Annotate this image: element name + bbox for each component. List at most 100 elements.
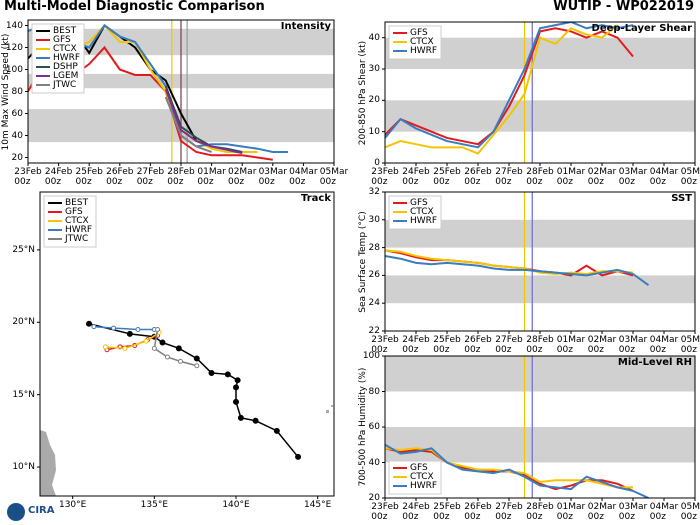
- y-tick-label: 22: [368, 326, 380, 336]
- x-tick-label: 04Mar 00z: [289, 167, 318, 187]
- series-line: [164, 88, 243, 155]
- legend-label: BEST: [65, 198, 89, 208]
- track-line: [93, 325, 155, 331]
- y-tick-label: 24: [368, 298, 380, 309]
- y-tick-label: 10: [368, 126, 380, 137]
- x-tick-label: 28Feb 00z: [167, 167, 195, 187]
- x-tick-label: 135°E: [140, 500, 169, 510]
- legend-label: HWRF: [53, 53, 81, 63]
- legend-label: CTCX: [410, 207, 434, 217]
- x-tick-label: 04Mar 00z: [649, 335, 679, 355]
- x-tick-label: 25Feb 00z: [433, 335, 461, 355]
- x-tick-label: 05Mar 00z: [680, 167, 700, 187]
- x-tick-label: 05Mar 00z: [680, 335, 700, 355]
- x-tick-label: 23Feb 00z: [371, 502, 399, 522]
- x-tick-label: 26Feb 00z: [464, 502, 492, 522]
- plot-frame: [384, 21, 696, 164]
- track-point: [86, 320, 92, 327]
- legend-label: CTCX: [410, 472, 434, 482]
- y-tick-label: 100: [5, 64, 23, 75]
- x-tick-label: 24Feb 00z: [44, 167, 73, 187]
- x-tick-label: 03Mar 00z: [618, 502, 648, 522]
- y-tick-label: 100: [362, 351, 380, 361]
- y-tick-label: 60: [368, 422, 380, 432]
- legend-label: HWRF: [65, 225, 93, 235]
- x-tick-label: 04Mar 00z: [649, 502, 679, 522]
- track-point: [177, 358, 183, 364]
- legend-label: GFS: [410, 198, 428, 208]
- legend-label: DSHP: [53, 62, 78, 72]
- y-tick-label: 40: [11, 130, 23, 141]
- x-tick-label: 26Feb 00z: [106, 167, 134, 187]
- logo-text: CIRA: [28, 505, 55, 516]
- y-axis-label: Sea Surface Temp (°C): [358, 210, 368, 313]
- x-tick-label: 03Mar 00z: [258, 167, 288, 187]
- panel-title: Deep-Layer Shear: [591, 23, 692, 34]
- x-tick-label: 28Feb 00z: [526, 335, 554, 355]
- y-tick-label: 120: [5, 42, 23, 53]
- x-tick-label: 130°E: [58, 500, 87, 510]
- x-tick-label: 26Feb 00z: [464, 335, 492, 355]
- legend-label: CTCX: [53, 44, 77, 54]
- land: [331, 405, 333, 407]
- x-tick-label: 03Mar 00z: [618, 335, 648, 355]
- panel-title: Mid-Level RH: [617, 357, 692, 368]
- shaded-band: [385, 427, 695, 463]
- shaded-band: [385, 100, 695, 132]
- land: [326, 410, 329, 413]
- y-tick-label: 40: [368, 457, 380, 468]
- x-tick-label: 01Mar 00z: [556, 167, 586, 187]
- y-tick-label: 140: [5, 20, 23, 31]
- track-point: [252, 417, 259, 424]
- x-tick-label: 23Feb 00z: [14, 167, 42, 187]
- shaded-band: [385, 356, 695, 392]
- series-line: [385, 254, 650, 286]
- x-tick-label: 23Feb 00z: [371, 167, 399, 187]
- y-tick-label: 30: [368, 214, 380, 225]
- y-tick-label: 10°N: [12, 462, 35, 473]
- storm-id: WUTIP - WP022019: [553, 0, 694, 14]
- x-tick-label: 01Mar 00z: [556, 502, 586, 522]
- x-tick-label: 25Feb 00z: [433, 502, 461, 522]
- x-tick-label: 27Feb 00z: [495, 167, 523, 187]
- x-tick-label: 02Mar 00z: [587, 335, 617, 355]
- logo-mark: [7, 503, 25, 521]
- x-tick-label: 24Feb 00z: [402, 502, 430, 522]
- y-tick-label: 26: [368, 270, 380, 281]
- x-tick-label: 03Mar 00z: [618, 167, 648, 187]
- track-point: [295, 453, 302, 460]
- y-tick-label: 28: [368, 242, 380, 253]
- track-point: [126, 330, 133, 337]
- y-tick-label: 0: [374, 158, 380, 168]
- track-point: [233, 384, 239, 391]
- series-line: [164, 85, 243, 153]
- y-axis-label: 700-500 hPa Humidity (%): [358, 367, 368, 487]
- y-tick-label: 20: [368, 95, 380, 106]
- panel-title: Track: [301, 193, 331, 204]
- series-line: [385, 249, 634, 276]
- track-point: [237, 414, 244, 421]
- track-point: [151, 345, 157, 351]
- series-line: [164, 96, 212, 153]
- legend-label: GFS: [410, 28, 428, 38]
- y-tick-label: 60: [11, 108, 23, 119]
- y-tick-label: 20: [368, 493, 380, 503]
- track-point: [164, 354, 170, 360]
- y-tick-label: 40: [368, 32, 380, 43]
- x-tick-label: 27Feb 00z: [495, 335, 523, 355]
- panel-title: SST: [671, 193, 692, 204]
- land: [40, 430, 56, 496]
- track-point: [233, 398, 239, 405]
- x-tick-label: 05Mar 00z: [319, 167, 349, 187]
- x-tick-label: 05Mar 00z: [680, 502, 700, 522]
- x-tick-label: 01Mar 00z: [556, 335, 586, 355]
- legend-label: GFS: [410, 463, 428, 473]
- x-tick-label: 25Feb 00z: [433, 167, 461, 187]
- track-point: [111, 325, 116, 331]
- y-tick-label: 32: [368, 187, 380, 197]
- y-tick-label: 80: [11, 86, 23, 97]
- legend-box: [388, 195, 442, 230]
- track-line: [88, 323, 299, 458]
- y-tick-label: 25°N: [12, 244, 35, 255]
